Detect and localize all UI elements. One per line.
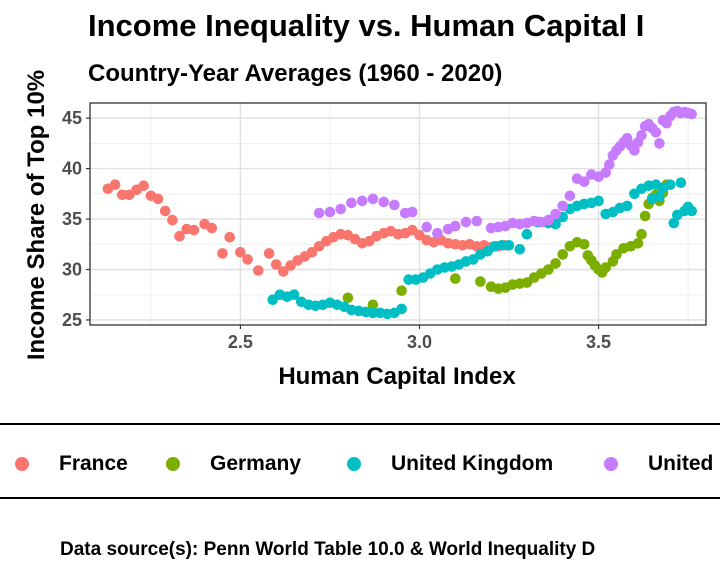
- legend-item-united-kingdom: United Kingdom: [347, 449, 553, 479]
- data-point-germany: [578, 239, 590, 250]
- data-point-united: [432, 227, 443, 239]
- data-point-united: [346, 197, 357, 209]
- data-point-united: [367, 193, 379, 205]
- data-point-united: [450, 220, 461, 232]
- data-point-germany: [367, 299, 379, 311]
- data-point-france: [152, 193, 164, 205]
- data-point-france: [235, 247, 246, 258]
- y-tick-label: 35: [62, 209, 82, 229]
- data-point-germany: [543, 264, 554, 275]
- data-point-france: [224, 231, 235, 243]
- data-point-united: [421, 221, 433, 233]
- legend-item-united: United: [604, 449, 713, 479]
- data-point-united: [654, 138, 665, 149]
- legend-item-germany: Germany: [166, 449, 301, 479]
- chart-subtitle: Country-Year Averages (1960 - 2020): [88, 60, 503, 87]
- legend-key-germany: [166, 457, 180, 471]
- data-point-france: [242, 254, 253, 265]
- data-point-united-kingdom: [593, 195, 604, 207]
- data-point-united-kingdom: [682, 201, 694, 213]
- data-point-germany: [557, 249, 568, 260]
- data-point-france: [109, 179, 121, 190]
- data-point-france: [306, 247, 318, 258]
- legend-bottom-border: [0, 497, 720, 499]
- data-point-united-kingdom: [396, 303, 407, 315]
- data-point-united: [471, 215, 483, 227]
- x-tick-label: 3.5: [586, 332, 611, 352]
- data-point-united: [636, 130, 647, 141]
- legend-label-united: United: [648, 452, 714, 475]
- data-point-france: [206, 222, 218, 234]
- data-point-united: [578, 176, 590, 187]
- data-point-france: [270, 259, 282, 270]
- data-point-france: [159, 205, 171, 217]
- legend-label-united-kingdom: United Kingdom: [391, 452, 554, 475]
- data-point-germany: [475, 276, 486, 287]
- data-point-united: [550, 208, 561, 220]
- data-point-united: [460, 216, 472, 228]
- legend-key-france: [15, 457, 29, 471]
- data-point-united-kingdom: [521, 228, 533, 240]
- data-point-united: [564, 190, 576, 202]
- data-point-germany: [600, 262, 611, 273]
- chart-title: Income Inequality vs. Human Capital I: [88, 8, 645, 43]
- legend-top-border: [0, 423, 720, 425]
- data-point-united-kingdom: [621, 200, 633, 212]
- y-tick-label: 40: [62, 159, 82, 179]
- y-tick-label: 45: [62, 108, 82, 128]
- data-point-united: [543, 214, 554, 226]
- data-point-united-kingdom: [288, 289, 300, 301]
- legend-label-germany: Germany: [210, 452, 302, 475]
- data-point-germany: [636, 228, 647, 240]
- y-tick-label: 30: [62, 260, 82, 280]
- data-point-united: [407, 206, 418, 218]
- data-point-united: [686, 108, 697, 120]
- data-point-france: [252, 265, 264, 276]
- data-point-united: [557, 200, 568, 212]
- data-point-united: [389, 199, 400, 211]
- x-tick-label: 3.0: [407, 332, 432, 352]
- data-point-united: [313, 207, 325, 219]
- data-point-united: [604, 159, 615, 170]
- data-point-france: [167, 214, 178, 226]
- x-tick-label: 2.5: [228, 332, 253, 352]
- legend-item-france: France: [15, 449, 128, 479]
- data-point-united-kingdom: [675, 177, 687, 188]
- data-point-germany: [611, 249, 622, 260]
- data-point-france: [278, 266, 289, 277]
- data-point-france: [263, 248, 275, 259]
- data-point-united-kingdom: [654, 191, 665, 203]
- data-point-germany: [450, 273, 461, 284]
- data-point-united: [650, 127, 662, 138]
- data-point-united-kingdom: [503, 240, 515, 251]
- data-point-united: [378, 196, 390, 208]
- data-point-germany: [396, 285, 407, 297]
- data-point-united-kingdom: [664, 179, 676, 190]
- data-point-united: [600, 167, 611, 178]
- x-axis-label: Human Capital Index: [278, 363, 516, 390]
- data-point-france: [217, 248, 228, 259]
- data-point-united: [356, 195, 368, 207]
- data-point-germany: [639, 210, 651, 222]
- data-point-united-kingdom: [514, 244, 526, 255]
- data-point-germany: [550, 258, 561, 269]
- data-point-united: [629, 145, 640, 156]
- data-point-germany: [342, 292, 354, 304]
- data-point-united: [335, 203, 347, 215]
- data-point-united-kingdom: [668, 217, 680, 229]
- legend-key-united-kingdom: [347, 457, 361, 471]
- legend-key-united: [604, 457, 618, 471]
- data-point-france: [138, 180, 149, 191]
- data-point-france: [188, 224, 200, 236]
- data-point-united: [324, 206, 336, 218]
- plot-border: [89, 102, 707, 326]
- data-point-france: [174, 230, 185, 242]
- y-tick-label: 25: [62, 310, 82, 330]
- data-point-germany: [632, 238, 644, 249]
- data-source-caption: Data source(s): Penn World Table 10.0 & …: [60, 539, 596, 560]
- legend-label-france: France: [59, 452, 128, 475]
